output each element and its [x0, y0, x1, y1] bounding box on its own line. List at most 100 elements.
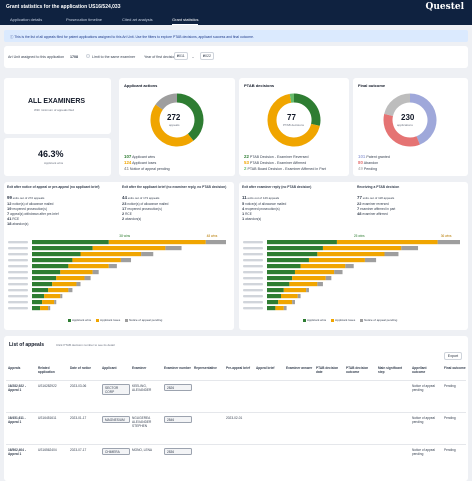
column-header-9[interactable]: Examiner answer	[286, 366, 313, 370]
chart2-examiner-label-2	[243, 253, 263, 256]
applicant-stat-num: 107	[124, 154, 132, 159]
chart2-bar-0-0	[267, 240, 337, 245]
info-icon: ⓘ	[10, 35, 15, 39]
final-card: Final outcome 230 applications 101 Paten…	[353, 78, 468, 176]
column-header-10[interactable]: PTAB decision date	[316, 366, 339, 374]
year-from-value: 2011	[177, 54, 185, 58]
ptab-stat-1: 53 PTAB Decision - Examiner Affirmed	[244, 160, 306, 165]
stage-notice-head-text: exits out of 272 appeals	[11, 196, 45, 200]
column-header-3[interactable]: Applicant	[102, 366, 117, 370]
chart1-bar-9-2	[60, 294, 63, 299]
stage-reply-line-text: reopened prosecution(s)	[244, 207, 280, 211]
chart1-bar-9-1	[44, 294, 61, 299]
column-header-4[interactable]: Examiner	[132, 366, 147, 370]
cell-app[interactable]: US16451611	[38, 416, 57, 420]
year-to-select[interactable]: 2022 ▾	[200, 52, 214, 60]
chart1-bar-4-0	[32, 264, 69, 269]
final-stat-num: 49	[358, 166, 363, 171]
tab-prosecution-timeline[interactable]: Prosecution timeline	[66, 17, 103, 22]
column-header-5[interactable]: Examiner number	[164, 366, 191, 370]
chart2-bar-11-0	[267, 306, 276, 311]
chart1-bar-10-1	[42, 300, 55, 305]
legend2-pending: Notice of appeal pending	[364, 318, 398, 322]
chart1-bar-9-0	[32, 294, 45, 299]
column-header-8[interactable]: Appeal brief	[256, 366, 275, 370]
appeals-list: List of appeals Click PTAB decision numb…	[4, 336, 468, 481]
chart2-bar-11-1	[275, 306, 284, 311]
stage-ptab-head-text: exits out of 118 appeals	[361, 196, 395, 200]
cell-app[interactable]: US16282922	[38, 384, 57, 388]
year-from-select[interactable]: 2011 ▾	[174, 52, 188, 60]
chart1-bar-1-2	[165, 246, 182, 251]
stage-brief-line-text: reopened prosecution(s)	[126, 207, 162, 211]
chart2-top-label-1: 36 wins	[441, 234, 452, 238]
stage-notice-line-3: 41 RCE	[7, 216, 19, 221]
chart1-top-label-1: 48 wins	[207, 234, 218, 238]
same-examiner-checkbox[interactable]	[86, 54, 90, 58]
chart1-bar-1-1	[92, 246, 166, 251]
column-header-14[interactable]: Final outcome	[444, 366, 466, 370]
cell-final: Pending	[444, 416, 456, 420]
tab-cited-art[interactable]: Cited art analysis	[122, 17, 153, 22]
final-donut-slice-2	[384, 93, 411, 117]
chart2-bar-4-0	[267, 264, 301, 269]
stage-ptab-line-text: examiner affirmed	[361, 212, 388, 216]
cell-appeal[interactable]: 16/562,404 - Appeal 1	[8, 448, 26, 456]
applicant-card-title: Applicant actions	[124, 83, 158, 88]
chart1-legend: Applicant wins Applicant loses Notice of…	[64, 318, 162, 322]
column-header-0[interactable]: Appeals	[8, 366, 21, 370]
applicant-stat-num: 124	[124, 160, 132, 165]
appeal-rate-card: 46.3% Applicant wins	[4, 138, 111, 176]
list-note: Click PTAB decision number to see its de…	[56, 343, 115, 347]
chart2-examiner-label-7	[243, 283, 263, 286]
row-divider	[6, 444, 466, 445]
chart2-bar-4-1	[300, 264, 346, 269]
appeal-rate-value: 46.3%	[38, 149, 64, 159]
chart1-bar-5-0	[32, 270, 61, 275]
chart2-bar-8-0	[267, 288, 284, 293]
chart2-bar-0-1	[336, 240, 438, 245]
chart2-bar-3-2	[364, 258, 377, 263]
chart-applicant-examiners: 38 wins 48 wins	[8, 234, 226, 311]
final-donut-slice-1	[383, 113, 420, 147]
column-header-7[interactable]: Pre-appeal brief	[226, 366, 251, 370]
cell-app[interactable]: US16562404	[38, 448, 57, 452]
stage-notice-line-text: abandon(s)	[11, 222, 29, 226]
chart1-bar-0-2	[205, 240, 226, 245]
tab-application-details[interactable]: Application details	[10, 17, 43, 22]
tab-grant-statistics[interactable]: Grant statistics	[172, 17, 199, 25]
stage-reply-line-num: 5	[242, 201, 245, 206]
chart2-bar-4-2	[345, 264, 354, 269]
stage-reply-line-text: RCE	[244, 212, 252, 216]
filter-bar: Art Unit assigned to this application 17…	[4, 46, 468, 68]
ptab-donut	[267, 93, 321, 147]
cell-exnum: 2826	[164, 384, 192, 391]
applicant-card: Applicant actions 272 appeals 107 Applic…	[119, 78, 235, 176]
final-stat-2: 49 Pending	[358, 166, 377, 171]
cell-examiner: MONO, LENA	[132, 448, 153, 452]
cell-appeal[interactable]: 16/451,611 - Appeal 1	[8, 416, 26, 424]
column-header-1[interactable]: Related application	[38, 366, 55, 374]
column-header-11[interactable]: PTAB decision outcome	[346, 366, 369, 374]
ptab-donut-slice-1	[267, 93, 320, 147]
ptab-stat-label: PTAB Board Decision - Examiner Affirmed …	[246, 167, 326, 171]
ptab-stat-label: PTAB Decision - Examiner Reversed	[248, 155, 309, 159]
chart1-bar-3-1	[72, 258, 121, 263]
chart1-bar-11-1	[40, 306, 49, 311]
cell-exnum: 2836	[164, 448, 192, 455]
ptab-stat-2: 2 PTAB Board Decision - Examiner Affirme…	[244, 166, 326, 171]
final-stat-0: 101 Patent granted	[358, 154, 390, 159]
cell-appeal[interactable]: 16/282,922 - Appeal 1	[8, 384, 26, 392]
stage-notice-title: Exit after notice of appeal or pre-appea…	[7, 185, 100, 189]
export-button[interactable]: Export	[444, 352, 462, 360]
stage-ptab-line-0: 22 examiner reversed	[357, 201, 389, 206]
stage-reply-line-2: 1 RCE	[242, 211, 252, 216]
column-header-2[interactable]: Date of notice	[70, 366, 92, 370]
applicant-donut-slice-0	[176, 93, 204, 141]
chart2-bar-0-2	[437, 240, 460, 245]
column-header-13[interactable]: Appellant outcome	[412, 366, 427, 374]
column-header-6[interactable]: Representative	[194, 366, 217, 370]
chart2-bar-5-0	[267, 270, 295, 275]
tab-bar: Application details Prosecution timeline…	[0, 14, 472, 25]
column-header-12[interactable]: Main significant step	[378, 366, 403, 374]
